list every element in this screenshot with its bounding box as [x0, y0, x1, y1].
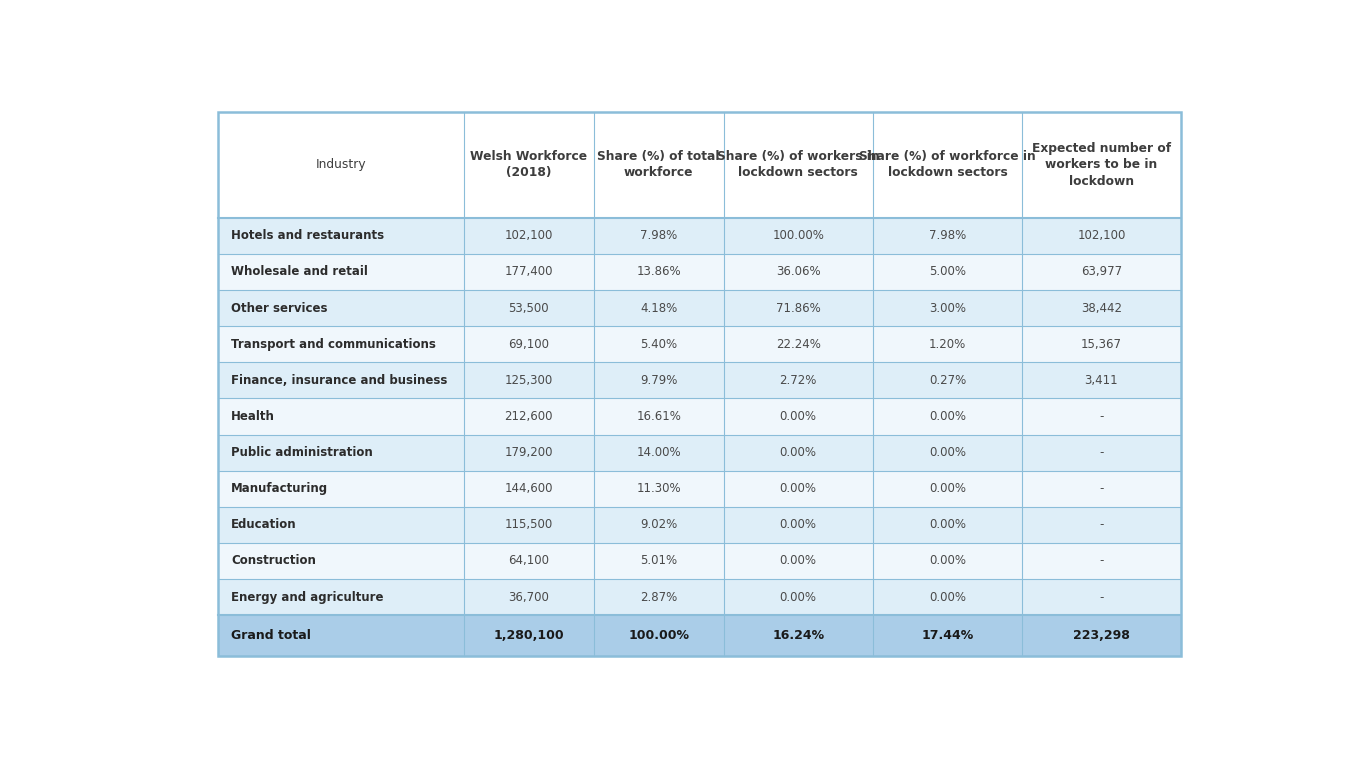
Text: -: - — [1099, 518, 1104, 531]
Text: 144,600: 144,600 — [505, 482, 553, 496]
Text: -: - — [1099, 446, 1104, 459]
Text: 223,298: 223,298 — [1073, 629, 1130, 642]
Text: -: - — [1099, 410, 1104, 423]
Text: 2.72%: 2.72% — [779, 374, 816, 387]
Text: 64,100: 64,100 — [508, 555, 549, 568]
Text: 1.20%: 1.20% — [928, 337, 966, 350]
Text: Grand total: Grand total — [231, 629, 311, 642]
Text: 0.00%: 0.00% — [779, 410, 816, 423]
Text: 0.27%: 0.27% — [928, 374, 966, 387]
Text: 115,500: 115,500 — [505, 518, 553, 531]
Text: Construction: Construction — [231, 555, 315, 568]
Text: 53,500: 53,500 — [508, 302, 549, 315]
Text: 179,200: 179,200 — [505, 446, 553, 459]
Text: Welsh Workforce
(2018): Welsh Workforce (2018) — [470, 150, 587, 179]
Text: Expected number of
workers to be in
lockdown: Expected number of workers to be in lock… — [1032, 142, 1171, 188]
Bar — [218, 507, 1181, 543]
Text: Share (%) of workers in
lockdown sectors: Share (%) of workers in lockdown sectors — [717, 150, 879, 179]
Text: 11.30%: 11.30% — [636, 482, 681, 496]
Text: 9.02%: 9.02% — [640, 518, 677, 531]
Text: 0.00%: 0.00% — [930, 410, 966, 423]
Text: 4.18%: 4.18% — [640, 302, 677, 315]
Text: Transport and communications: Transport and communications — [231, 337, 435, 350]
Text: 14.00%: 14.00% — [636, 446, 681, 459]
Text: 36.06%: 36.06% — [775, 265, 820, 278]
Text: 2.87%: 2.87% — [640, 591, 677, 603]
Text: 71.86%: 71.86% — [775, 302, 820, 315]
Text: -: - — [1099, 555, 1104, 568]
Text: 0.00%: 0.00% — [779, 446, 816, 459]
Text: Public administration: Public administration — [231, 446, 373, 459]
Bar — [218, 615, 1181, 656]
Text: 69,100: 69,100 — [508, 337, 549, 350]
Text: 177,400: 177,400 — [505, 265, 553, 278]
Text: 1,280,100: 1,280,100 — [493, 629, 564, 642]
Text: Share (%) of workforce in
lockdown sectors: Share (%) of workforce in lockdown secto… — [859, 150, 1036, 179]
Text: 0.00%: 0.00% — [779, 518, 816, 531]
Text: 5.00%: 5.00% — [930, 265, 966, 278]
Text: 13.86%: 13.86% — [636, 265, 681, 278]
Text: -: - — [1099, 591, 1104, 603]
Text: Education: Education — [231, 518, 296, 531]
Text: 102,100: 102,100 — [1077, 230, 1126, 242]
Bar — [218, 435, 1181, 470]
Bar — [218, 290, 1181, 326]
Text: 0.00%: 0.00% — [930, 591, 966, 603]
Bar — [218, 254, 1181, 290]
Bar — [218, 543, 1181, 579]
Text: 5.01%: 5.01% — [640, 555, 677, 568]
Text: 15,367: 15,367 — [1081, 337, 1122, 350]
Text: 102,100: 102,100 — [505, 230, 553, 242]
Text: 9.79%: 9.79% — [640, 374, 677, 387]
Text: 100.00%: 100.00% — [773, 230, 824, 242]
Text: 0.00%: 0.00% — [779, 482, 816, 496]
Text: 212,600: 212,600 — [505, 410, 553, 423]
Text: 16.24%: 16.24% — [773, 629, 824, 642]
Text: Finance, insurance and business: Finance, insurance and business — [231, 374, 448, 387]
Text: 17.44%: 17.44% — [921, 629, 973, 642]
Bar — [218, 112, 1181, 218]
Bar — [218, 218, 1181, 254]
Text: Wholesale and retail: Wholesale and retail — [231, 265, 367, 278]
Bar — [218, 398, 1181, 435]
Text: 3.00%: 3.00% — [930, 302, 966, 315]
Text: 7.98%: 7.98% — [640, 230, 677, 242]
Text: Industry: Industry — [315, 158, 366, 171]
Bar — [218, 579, 1181, 615]
Text: 22.24%: 22.24% — [775, 337, 820, 350]
Bar — [218, 326, 1181, 363]
Text: Energy and agriculture: Energy and agriculture — [231, 591, 384, 603]
Text: -: - — [1099, 482, 1104, 496]
Text: 100.00%: 100.00% — [628, 629, 689, 642]
Text: 36,700: 36,700 — [508, 591, 549, 603]
Bar — [218, 470, 1181, 507]
Text: 0.00%: 0.00% — [930, 555, 966, 568]
Text: 0.00%: 0.00% — [930, 482, 966, 496]
Text: 0.00%: 0.00% — [930, 446, 966, 459]
Text: 63,977: 63,977 — [1081, 265, 1122, 278]
Text: 16.61%: 16.61% — [636, 410, 681, 423]
Text: 0.00%: 0.00% — [930, 518, 966, 531]
Text: 3,411: 3,411 — [1085, 374, 1118, 387]
Text: Hotels and restaurants: Hotels and restaurants — [231, 230, 384, 242]
Text: 0.00%: 0.00% — [779, 591, 816, 603]
Text: Share (%) of total
workforce: Share (%) of total workforce — [598, 150, 719, 179]
Text: Other services: Other services — [231, 302, 328, 315]
Text: Manufacturing: Manufacturing — [231, 482, 328, 496]
Text: 7.98%: 7.98% — [928, 230, 966, 242]
Text: 5.40%: 5.40% — [640, 337, 677, 350]
Text: 0.00%: 0.00% — [779, 555, 816, 568]
Bar — [218, 363, 1181, 398]
Text: Health: Health — [231, 410, 274, 423]
Text: 38,442: 38,442 — [1081, 302, 1122, 315]
Text: 125,300: 125,300 — [505, 374, 553, 387]
